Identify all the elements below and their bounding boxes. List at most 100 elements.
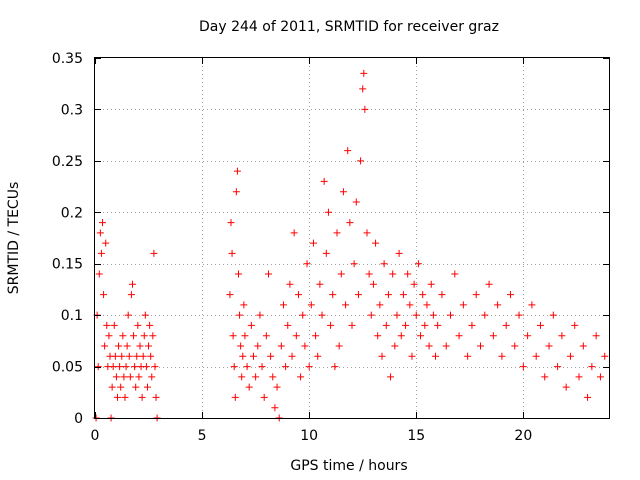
data-point: [524, 332, 532, 340]
data-point: [294, 291, 302, 299]
data-point: [267, 352, 275, 360]
data-point: [427, 280, 435, 288]
data-point: [139, 352, 147, 360]
data-point: [145, 342, 153, 350]
x-tick-label: 0: [91, 428, 100, 444]
data-point: [232, 188, 240, 196]
data-point: [354, 291, 362, 299]
data-point: [227, 219, 235, 227]
data-point: [148, 373, 156, 381]
data-point: [94, 363, 102, 371]
data-point: [438, 291, 446, 299]
data-point: [279, 301, 287, 309]
data-point: [316, 280, 324, 288]
data-point: [282, 363, 290, 371]
data-point: [269, 373, 277, 381]
data-point: [152, 393, 160, 401]
data-point: [271, 404, 279, 412]
data-point: [125, 352, 133, 360]
data-point: [391, 342, 399, 350]
data-point: [142, 363, 150, 371]
x-tick-label: 5: [198, 428, 207, 444]
data-point: [277, 342, 285, 350]
data-point: [117, 383, 125, 391]
data-point: [558, 332, 566, 340]
data-point: [237, 342, 245, 350]
data-point: [102, 239, 110, 247]
data-point: [406, 301, 414, 309]
data-point: [464, 352, 472, 360]
x-tick-labels: 0 5 10 15 20: [91, 428, 533, 444]
data-point: [234, 270, 242, 278]
data-point: [98, 219, 106, 227]
data-point: [421, 321, 429, 329]
data-point: [132, 383, 140, 391]
data-point: [286, 280, 294, 288]
data-point: [434, 321, 442, 329]
data-point: [417, 332, 425, 340]
data-point: [101, 342, 109, 350]
data-point: [389, 270, 397, 278]
data-point: [264, 270, 272, 278]
data-point: [123, 342, 131, 350]
data-point: [236, 311, 244, 319]
data-point: [112, 373, 120, 381]
data-point: [363, 229, 371, 237]
data-point: [320, 177, 328, 185]
data-point: [350, 260, 358, 268]
data-point: [258, 363, 266, 371]
data-point: [247, 321, 255, 329]
data-point: [367, 311, 375, 319]
data-point: [515, 311, 523, 319]
data-point: [404, 270, 412, 278]
data-point: [423, 301, 431, 309]
data-point: [230, 363, 238, 371]
axis-ticks: [95, 58, 609, 419]
data-point: [100, 291, 108, 299]
data-point: [262, 332, 270, 340]
data-point: [459, 301, 467, 309]
data-point: [397, 332, 405, 340]
data-point: [331, 363, 339, 371]
data-point: [121, 393, 129, 401]
data-point: [335, 342, 343, 350]
data-point: [226, 291, 234, 299]
data-point: [151, 363, 159, 371]
data-point: [229, 332, 237, 340]
data-point: [472, 291, 480, 299]
data-point: [360, 69, 368, 77]
data-point: [365, 270, 373, 278]
data-point: [571, 321, 579, 329]
data-point: [382, 321, 390, 329]
data-point: [511, 342, 519, 350]
data-point: [549, 311, 557, 319]
data-point: [122, 363, 130, 371]
data-point: [238, 373, 246, 381]
data-point: [134, 321, 142, 329]
data-point: [519, 363, 527, 371]
data-point: [387, 373, 395, 381]
data-point: [103, 321, 111, 329]
data-point: [228, 249, 236, 257]
data-point: [468, 321, 476, 329]
data-point: [95, 270, 103, 278]
data-point: [592, 332, 600, 340]
data-point: [245, 383, 253, 391]
data-point: [130, 332, 138, 340]
data-point: [408, 352, 416, 360]
data-point: [502, 321, 510, 329]
data-point: [425, 342, 433, 350]
y-tick-labels: 0 0.05 0.1 0.15 0.2 0.25 0.3 0.35: [52, 51, 83, 427]
data-point: [372, 239, 380, 247]
data-point: [243, 363, 251, 371]
data-point: [584, 393, 592, 401]
data-point: [378, 352, 386, 360]
data-point: [579, 342, 587, 350]
data-point: [150, 249, 158, 257]
data-point: [301, 342, 309, 350]
data-point: [342, 301, 350, 309]
data-point: [146, 321, 154, 329]
data-point: [124, 311, 132, 319]
data-point: [322, 249, 330, 257]
